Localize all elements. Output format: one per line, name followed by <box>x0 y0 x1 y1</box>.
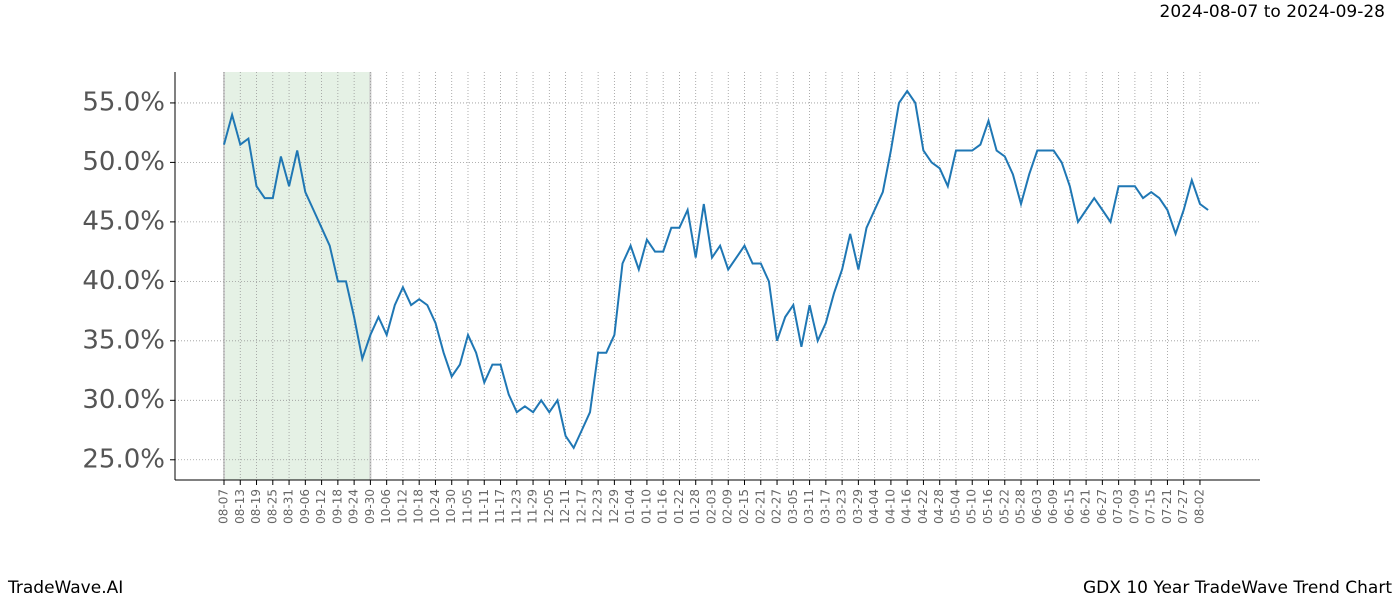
x-tick-label: 08-25 <box>265 489 279 524</box>
y-tick-label: 40.0% <box>82 266 165 296</box>
x-tick-label: 07-09 <box>1127 489 1141 524</box>
y-tick-label: 50.0% <box>82 147 165 177</box>
x-tick-label: 03-29 <box>851 489 865 524</box>
x-tick-label: 01-16 <box>656 489 670 524</box>
date-range: 2024-08-07 to 2024-09-28 <box>1160 2 1385 22</box>
y-tick-label: 30.0% <box>82 385 165 415</box>
y-tick-label: 35.0% <box>82 325 165 355</box>
x-tick-label: 10-24 <box>428 489 442 524</box>
x-tick-label: 03-23 <box>835 489 849 524</box>
x-tick-label: 11-05 <box>460 489 474 524</box>
x-tick-label: 01-04 <box>623 489 637 524</box>
x-tick-label: 04-10 <box>883 489 897 524</box>
x-tick-label: 09-18 <box>330 489 344 524</box>
x-tick-label: 02-09 <box>721 489 735 524</box>
x-tick-label: 07-21 <box>1160 489 1174 524</box>
x-tick-label: 04-04 <box>867 489 881 524</box>
x-tick-label: 09-06 <box>298 489 312 524</box>
x-tick-label: 10-30 <box>444 489 458 524</box>
x-tick-label: 04-16 <box>900 489 914 524</box>
x-tick-label: 12-23 <box>591 489 605 524</box>
chart-title: GDX 10 Year TradeWave Trend Chart <box>1083 578 1392 598</box>
x-tick-label: 07-15 <box>1144 489 1158 524</box>
x-tick-label: 01-10 <box>639 489 653 524</box>
x-tick-label: 09-24 <box>347 489 361 524</box>
x-tick-label: 10-06 <box>379 489 393 524</box>
x-tick-label: 05-04 <box>948 489 962 524</box>
x-tick-label: 06-27 <box>1095 489 1109 524</box>
x-tick-label: 08-13 <box>233 489 247 524</box>
x-tick-label: 06-15 <box>1062 489 1076 524</box>
x-tick-label: 07-03 <box>1111 489 1125 524</box>
x-tick-label: 05-16 <box>981 489 995 524</box>
highlight-region <box>224 72 371 480</box>
x-tick-label: 02-03 <box>704 489 718 524</box>
x-tick-label: 04-22 <box>916 489 930 524</box>
x-tick-label: 05-10 <box>965 489 979 524</box>
y-tick-label: 25.0% <box>82 444 165 474</box>
brand: TradeWave.AI <box>7 578 123 598</box>
x-tick-label: 11-23 <box>509 489 523 524</box>
x-tick-label: 11-11 <box>477 489 491 524</box>
trend-line <box>223 89 1209 450</box>
x-tick-label: 12-17 <box>574 489 588 524</box>
x-tick-label: 12-05 <box>542 489 556 524</box>
x-tick-label: 09-12 <box>314 489 328 524</box>
x-tick-label: 03-05 <box>786 489 800 524</box>
x-tick-label: 05-28 <box>1014 489 1028 524</box>
x-tick-label: 10-12 <box>395 489 409 524</box>
y-tick-label: 55.0% <box>82 87 165 117</box>
x-tick-label: 04-28 <box>932 489 946 524</box>
x-tick-label: 08-19 <box>249 489 263 524</box>
x-tick-label: 06-21 <box>1079 489 1093 524</box>
x-tick-label: 08-02 <box>1192 489 1206 524</box>
x-tick-label: 10-18 <box>412 489 426 524</box>
x-tick-label: 03-11 <box>802 489 816 524</box>
x-tick-label: 12-11 <box>558 489 572 524</box>
x-tick-label: 02-27 <box>770 489 784 524</box>
x-tick-label: 08-31 <box>282 489 296 524</box>
x-tick-label: 11-17 <box>493 489 507 524</box>
x-tick-label: 02-15 <box>737 489 751 524</box>
x-tick-label: 06-03 <box>1030 489 1044 524</box>
x-tick-label: 03-17 <box>818 489 832 524</box>
x-tick-label: 06-09 <box>1046 489 1060 524</box>
x-tick-label: 11-29 <box>526 489 540 524</box>
x-tick-label: 01-28 <box>688 489 702 524</box>
x-tick-label: 09-30 <box>363 489 377 524</box>
x-tick-label: 07-27 <box>1176 489 1190 524</box>
x-tick-label: 02-21 <box>753 489 767 524</box>
y-tick-label: 45.0% <box>82 206 165 236</box>
x-tick-label: 01-22 <box>672 489 686 524</box>
x-tick-label: 12-29 <box>607 489 621 524</box>
x-tick-label: 05-22 <box>997 489 1011 524</box>
x-tick-label: 08-07 <box>217 489 231 524</box>
